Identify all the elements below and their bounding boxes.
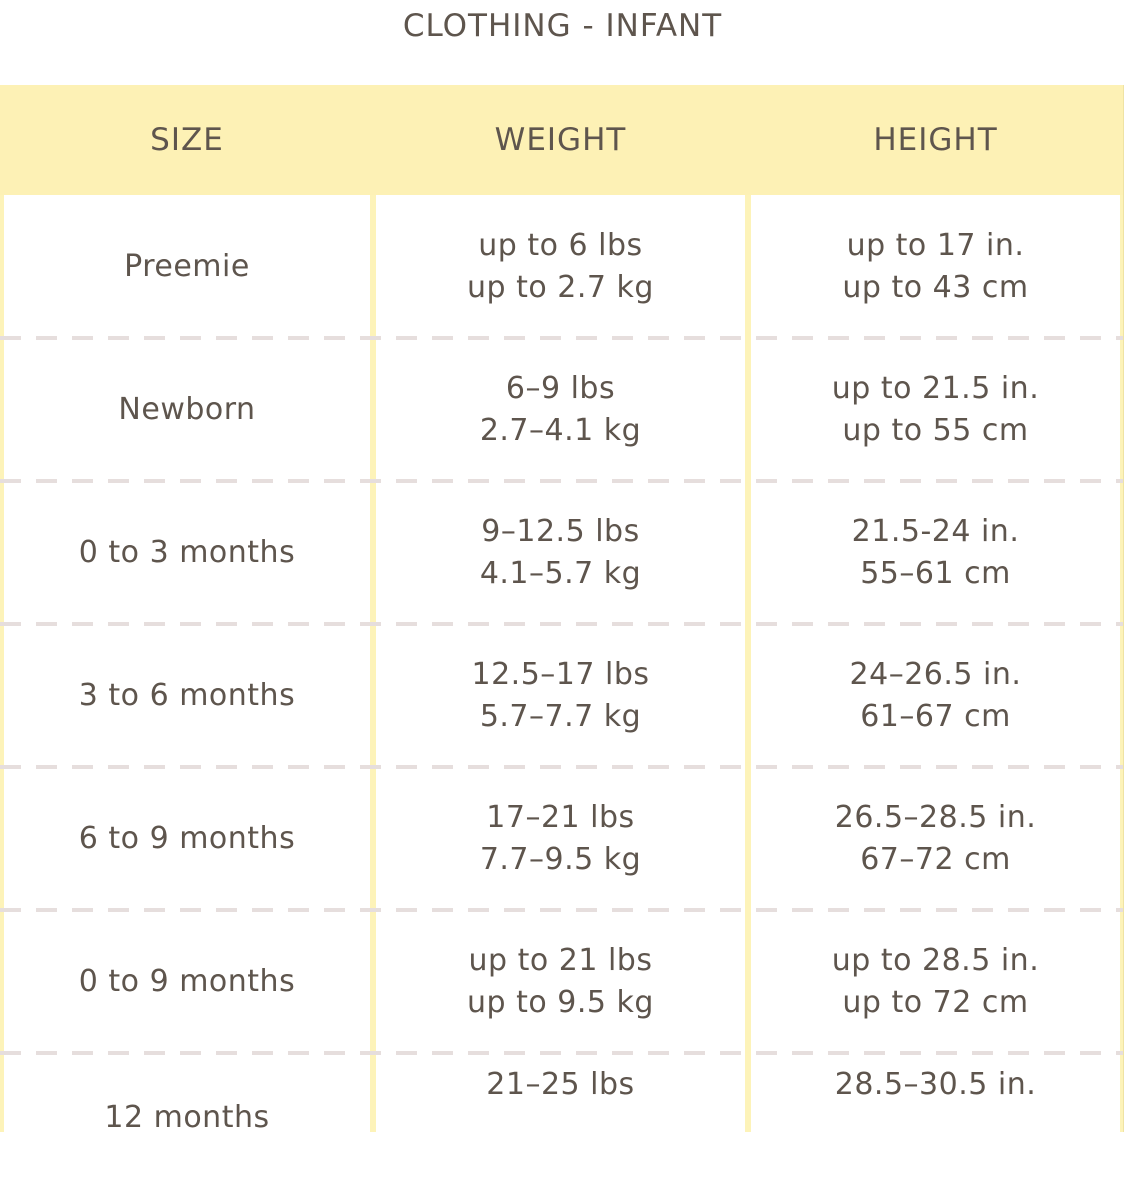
height-in: up to 28.5 in. [831, 942, 1040, 978]
height-in: 28.5–30.5 in. [834, 1067, 1037, 1102]
size-cell: 3 to 6 months [4, 624, 370, 767]
header-height: HEIGHT [873, 122, 998, 158]
weight-cell: up to 6 lbs up to 2.7 kg [376, 195, 745, 338]
size-column [4, 195, 370, 1132]
height-cell: up to 17 in. up to 43 cm [751, 195, 1120, 338]
height-cm: 61–67 cm [860, 698, 1011, 734]
height-cell: 21.5-24 in. 55–61 cm [751, 481, 1120, 624]
size-cell: 12 months [4, 1053, 370, 1196]
height-in: up to 21.5 in. [831, 370, 1040, 406]
table-header-row: SIZE WEIGHT HEIGHT [0, 85, 1123, 195]
size-label: 0 to 9 months [78, 963, 296, 999]
page-title: CLOTHING - INFANT [402, 8, 723, 44]
weight-lbs: 9–12.5 lbs [481, 513, 640, 549]
size-cell: 6 to 9 months [4, 767, 370, 910]
weight-cell: 21–25 lbs [376, 1053, 745, 1196]
table-row: 6 to 9 months 17–21 lbs 7.7–9.5 kg 26.5–2… [0, 767, 1123, 912]
row-divider [0, 479, 1123, 483]
size-cell: Newborn [4, 338, 370, 481]
row-divider [0, 336, 1123, 340]
row-divider [0, 765, 1123, 769]
header-weight: WEIGHT [494, 122, 627, 158]
height-in: up to 17 in. [846, 227, 1025, 263]
height-cm: up to 72 cm [842, 984, 1029, 1020]
weight-kg: 2.7–4.1 kg [479, 412, 642, 448]
size-label: Newborn [118, 391, 256, 427]
height-cell: 26.5–28.5 in. 67–72 cm [751, 767, 1120, 910]
height-cm: 55–61 cm [860, 555, 1011, 591]
height-cell: up to 28.5 in. up to 72 cm [751, 910, 1120, 1053]
table-row: 12 months 21–25 lbs 28.5–30.5 in. [0, 1053, 1123, 1196]
weight-cell: 6–9 lbs 2.7–4.1 kg [376, 338, 745, 481]
weight-lbs: up to 21 lbs [468, 942, 653, 978]
weight-column [376, 195, 745, 1132]
weight-cell: 12.5–17 lbs 5.7–7.7 kg [376, 624, 745, 767]
weight-lbs: 6–9 lbs [505, 370, 616, 406]
weight-kg: 7.7–9.5 kg [479, 841, 642, 877]
weight-lbs: 12.5–17 lbs [471, 656, 650, 692]
weight-kg: 5.7–7.7 kg [479, 698, 642, 734]
weight-lbs: 21–25 lbs [486, 1067, 635, 1102]
table-row: Newborn 6–9 lbs 2.7–4.1 kg up to 21.5 in.… [0, 338, 1123, 483]
table-row: Preemie up to 6 lbs up to 2.7 kg up to 17… [0, 195, 1123, 340]
row-divider [0, 622, 1123, 626]
header-size: SIZE [150, 122, 224, 158]
weight-lbs: 17–21 lbs [486, 799, 635, 835]
row-divider [0, 908, 1123, 912]
height-in: 26.5–28.5 in. [834, 799, 1037, 835]
height-column [751, 195, 1120, 1132]
size-label: 0 to 3 months [78, 534, 296, 570]
weight-cell: 9–12.5 lbs 4.1–5.7 kg [376, 481, 745, 624]
table-row: 3 to 6 months 12.5–17 lbs 5.7–7.7 kg 24–2… [0, 624, 1123, 769]
row-divider [0, 1051, 1123, 1055]
size-cell: 0 to 9 months [4, 910, 370, 1053]
height-cm: 67–72 cm [860, 841, 1011, 877]
table-row: 0 to 9 months up to 21 lbs up to 9.5 kg u… [0, 910, 1123, 1055]
size-cell: Preemie [4, 195, 370, 338]
height-cell: up to 21.5 in. up to 55 cm [751, 338, 1120, 481]
size-label: Preemie [124, 248, 250, 284]
weight-cell: up to 21 lbs up to 9.5 kg [376, 910, 745, 1053]
table-row: 0 to 3 months 9–12.5 lbs 4.1–5.7 kg 21.5-… [0, 481, 1123, 626]
weight-kg: 4.1–5.7 kg [479, 555, 642, 591]
weight-lbs: up to 6 lbs [478, 227, 643, 263]
weight-kg: up to 2.7 kg [467, 269, 654, 305]
size-chart-table: SIZE WEIGHT HEIGHT Preemie up to 6 lbs up… [0, 85, 1124, 1135]
height-cm: up to 55 cm [842, 412, 1029, 448]
weight-cell: 17–21 lbs 7.7–9.5 kg [376, 767, 745, 910]
height-cm: up to 43 cm [842, 269, 1029, 305]
height-in: 24–26.5 in. [849, 656, 1022, 692]
size-label: 6 to 9 months [78, 820, 296, 856]
size-label: 3 to 6 months [78, 677, 296, 713]
size-cell: 0 to 3 months [4, 481, 370, 624]
weight-kg: up to 9.5 kg [467, 984, 654, 1020]
size-label: 12 months [104, 1100, 270, 1135]
height-cell: 28.5–30.5 in. [751, 1053, 1120, 1196]
height-in: 21.5-24 in. [851, 513, 1020, 549]
height-cell: 24–26.5 in. 61–67 cm [751, 624, 1120, 767]
